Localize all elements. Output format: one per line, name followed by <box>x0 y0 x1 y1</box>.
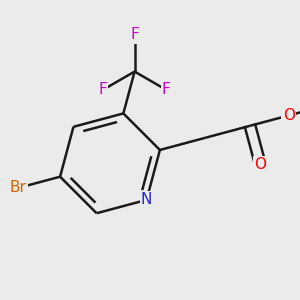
Text: O: O <box>283 108 295 123</box>
Text: N: N <box>141 192 152 207</box>
Text: F: F <box>130 27 139 42</box>
Text: Br: Br <box>10 180 27 195</box>
Text: F: F <box>98 82 107 98</box>
Text: O: O <box>254 157 266 172</box>
Text: F: F <box>162 82 171 98</box>
